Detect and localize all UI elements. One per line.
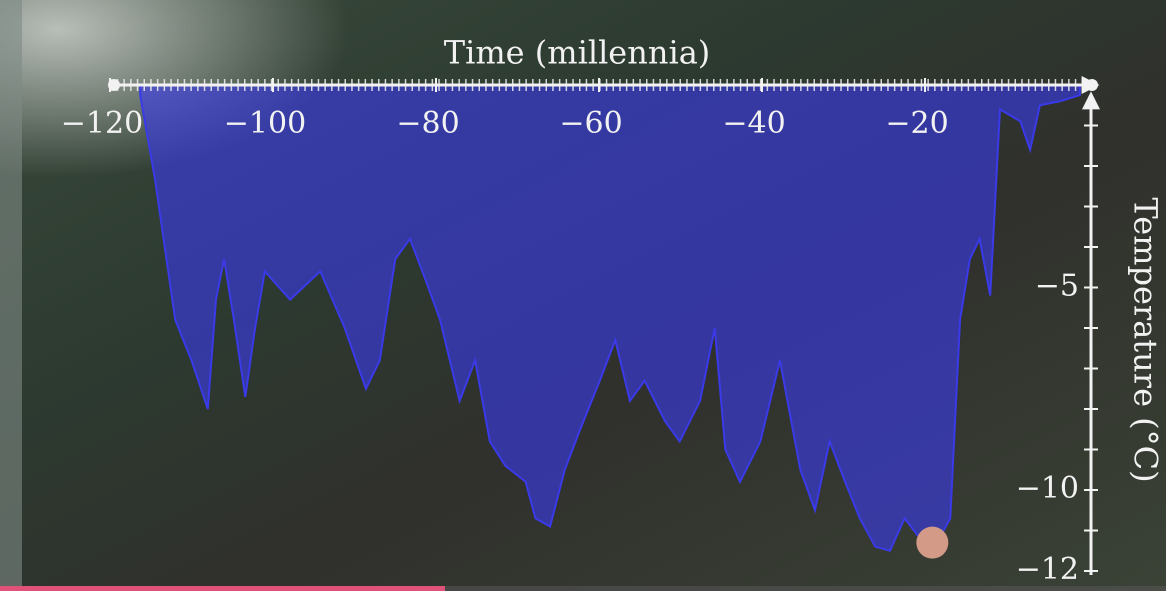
y-tick-label: −12 — [1016, 552, 1079, 587]
x-tick-label: −60 — [559, 106, 622, 141]
plot: −120 −100 −80 −60 −40 −20 −5 −10 −12 — [61, 76, 1100, 587]
x-tick-label: −20 — [885, 106, 948, 141]
frame-edge — [0, 0, 22, 591]
y-tick-label: −5 — [1035, 269, 1079, 304]
x-tick-label: −120 — [61, 106, 143, 141]
axis-origin — [1086, 79, 1098, 91]
temperature-area — [139, 84, 1081, 552]
current-point — [916, 526, 949, 559]
y-axis-title: Temperature (°C) — [1127, 197, 1165, 482]
x-tick-label: −80 — [396, 106, 459, 141]
x-tick-label: −40 — [722, 106, 785, 141]
video-progress-bar[interactable] — [0, 586, 445, 591]
video-progress-track[interactable] — [445, 586, 1166, 591]
x-tick-label: −100 — [224, 106, 306, 141]
x-axis-title: Time (millennia) — [444, 34, 711, 72]
y-tick-label: −10 — [1016, 471, 1079, 506]
